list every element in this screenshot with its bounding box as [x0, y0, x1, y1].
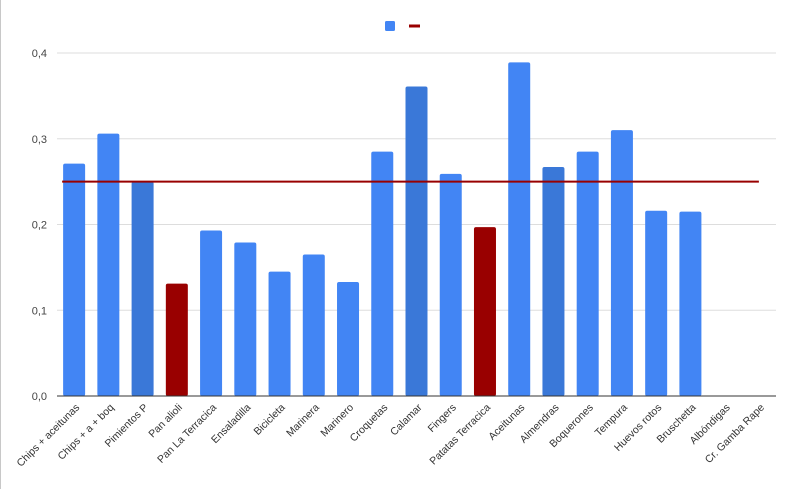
y-tick-label: 0,0: [32, 391, 47, 403]
bar: [337, 281, 360, 396]
legend-swatch-line: [409, 24, 420, 28]
y-tick-label: 0,1: [32, 305, 47, 317]
bar: [576, 151, 599, 396]
bar: [268, 271, 291, 396]
y-tick-label: 0,4: [32, 48, 47, 60]
bar: [97, 133, 120, 397]
x-tick-label: Bicicleta: [252, 402, 288, 438]
bars: [63, 62, 702, 397]
x-tick-label: Calamar: [388, 401, 425, 438]
bar: [234, 242, 257, 396]
x-tick-label: Fingers: [426, 402, 459, 435]
x-tick-label: Chips + aceitunas: [15, 402, 83, 470]
window-left-edge: [0, 0, 1, 489]
bar: [610, 130, 633, 397]
x-tick-label: Pan La Terracica: [155, 402, 219, 466]
legend: [385, 21, 420, 31]
bar: [473, 227, 496, 396]
bar: [542, 167, 565, 396]
bar: [439, 173, 462, 396]
y-tick-label: 0,2: [32, 220, 47, 232]
x-tick-label: Marinera: [284, 402, 322, 440]
bar: [165, 283, 188, 396]
bar: [200, 230, 223, 396]
y-axis: 0,0 0,1 0,2 0,3 0,4: [32, 48, 47, 403]
bar: [405, 86, 428, 396]
legend-swatch-bars: [385, 21, 395, 31]
y-tick-label: 0,3: [32, 134, 47, 146]
bar: [371, 151, 394, 396]
bar: [645, 210, 668, 396]
bar: [302, 254, 325, 396]
x-tick-label: Cr. Gamba Rape: [703, 402, 767, 466]
bar: [679, 211, 702, 396]
bar: [63, 163, 86, 396]
x-tick-label: Patatas Terracica: [427, 402, 493, 468]
bar: [508, 62, 531, 397]
bar: [131, 181, 154, 396]
